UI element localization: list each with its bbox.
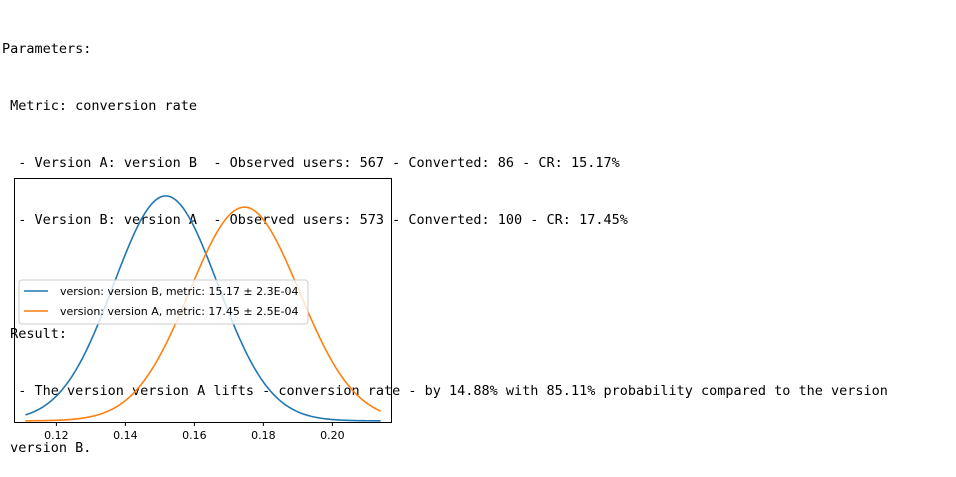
x-tick-label: 0.20 [320, 429, 345, 442]
params-header: Parameters: [2, 41, 92, 57]
x-tick-label: 0.18 [251, 429, 276, 442]
metric-line: Metric: conversion rate [2, 98, 198, 114]
x-tick-label: 0.16 [182, 429, 207, 442]
x-tick-label: 0.14 [113, 429, 138, 442]
version-a-line: - Version A: version B - Observed users:… [2, 155, 620, 171]
result-line-1: - The version version A lifts - conversi… [2, 383, 888, 399]
series-line-1 [25, 195, 381, 422]
legend-label: version: version A, metric: 17.45 ± 2.5E… [60, 305, 299, 318]
text-output: Parameters: Metric: conversion rate - Ve… [2, 2, 888, 477]
legend-label: version: version B, metric: 15.17 ± 2.3E… [60, 285, 299, 298]
version-b-line: - Version B: version A - Observed users:… [2, 212, 628, 228]
series-curves [25, 195, 381, 422]
series-line-2 [25, 206, 381, 422]
legend: version: version B, metric: 15.17 ± 2.3E… [18, 279, 309, 325]
x-axis: 0.12 0.14 0.16 0.18 0.20 [44, 422, 345, 442]
x-tick-label: 0.12 [44, 429, 69, 442]
legend-box [18, 279, 309, 325]
result-line-2: version B. [2, 440, 92, 456]
distribution-chart: 0.12 0.14 0.16 0.18 0.20 version: version B,… [14, 178, 392, 442]
plot-frame [14, 178, 392, 423]
result-header: Result: [2, 326, 68, 342]
